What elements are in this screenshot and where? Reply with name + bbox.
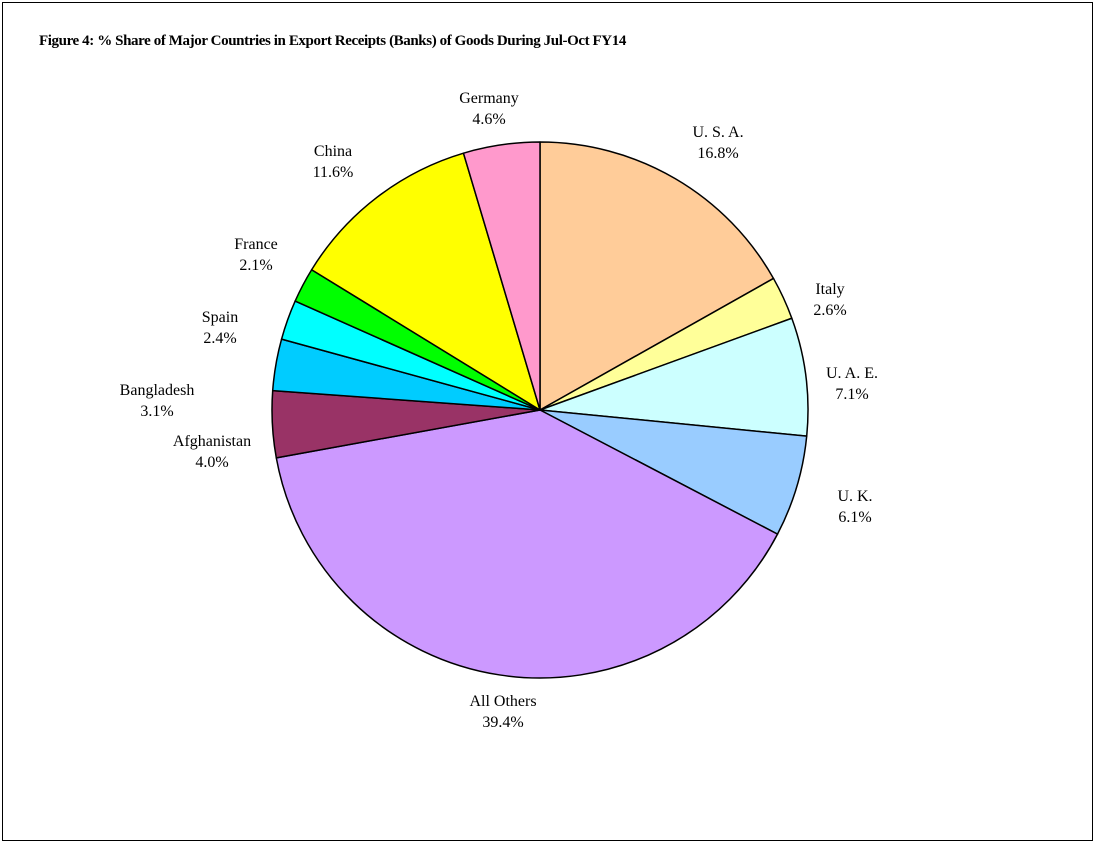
pie-labels: U. S. A. 16.8% Italy 2.6% U. A. E. 7.1% U. K. 6… [120,90,878,731]
pie-slices [271,141,809,679]
slice-value-china: 11.6% [313,164,354,181]
slice-label-germany: Germany [459,90,519,107]
slice-value-u-s-a: 16.8% [697,145,738,162]
slice-label-afghanistan: Afghanistan [173,433,251,450]
slice-label-spain: Spain [202,309,238,326]
slice-value-germany: 4.6% [472,111,505,128]
slice-label-all-others: All Others [469,693,536,710]
slice-value-france: 2.1% [239,257,272,274]
slice-value-all-others: 39.4% [482,714,523,731]
slice-label-bangladesh: Bangladesh [120,382,195,399]
pie-slice-u-s-a [539,141,775,411]
pie-slice-all-others [275,409,779,679]
slice-value-bangladesh: 3.1% [140,403,173,420]
slice-label-china: China [314,143,352,160]
pie-slice-germany [462,141,541,411]
slice-label-france: France [234,236,278,253]
slice-label-u-k: U. K. [837,488,872,505]
slice-value-u-a-e: 7.1% [835,386,868,403]
slice-label-italy: Italy [815,281,844,298]
slice-label-u-s-a: U. S. A. [692,124,743,141]
slice-value-italy: 2.6% [813,302,846,319]
chart-title: Figure 4: % Share of Major Countries in … [39,33,626,49]
slice-value-spain: 2.4% [203,330,236,347]
slice-label-u-a-e: U. A. E. [826,365,878,382]
slice-value-afghanistan: 4.0% [195,454,228,471]
pie-slice-u-a-e [539,317,809,437]
slice-value-u-k: 6.1% [838,509,871,526]
pie-slice-china [310,152,541,411]
